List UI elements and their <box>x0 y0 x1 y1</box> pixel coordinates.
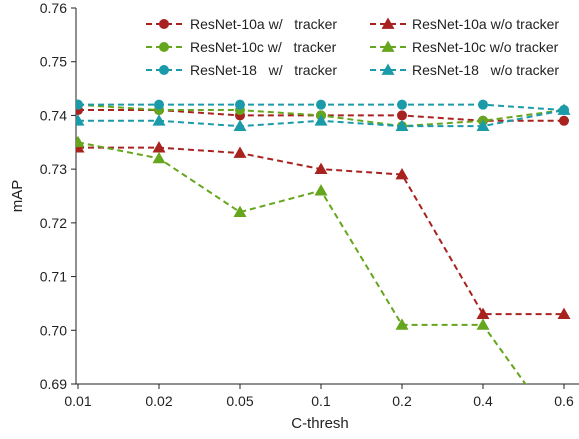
data-point-triangle <box>76 114 85 126</box>
legend-item: ResNet-10a w/ tracker <box>146 16 337 32</box>
data-point-circle <box>154 99 164 110</box>
axes: 0.69 0.70 0.71 0.72 0.73 0.74 0.75 0.76 0.01 0.02… <box>40 0 579 409</box>
series-6 <box>76 103 571 132</box>
legend-swatch-marker <box>381 40 395 52</box>
x-tick-label: 0.02 <box>145 393 172 409</box>
y-tick-label: 0.71 <box>40 269 67 285</box>
data-point-triangle <box>395 318 409 330</box>
data-point-triangle <box>395 119 409 132</box>
legend-item: ResNet-18 w/o tracker <box>370 62 559 78</box>
legend-label: ResNet-18 w/ tracker <box>190 62 337 78</box>
x-tick-label: 0.1 <box>311 393 331 409</box>
legend-swatch-marker <box>159 65 169 75</box>
data-point-circle <box>235 99 245 110</box>
y-tick-label: 0.73 <box>40 161 67 177</box>
legend-item: ResNet-10c w/o tracker <box>370 39 559 55</box>
x-tick-label: 0.05 <box>226 393 253 409</box>
series-group <box>76 99 571 384</box>
y-axis-label: mAP <box>9 180 26 213</box>
data-point-triangle <box>476 307 490 320</box>
x-axis-label: C-thresh <box>291 415 349 432</box>
data-point-triangle <box>76 135 85 148</box>
x-tick-label: 0.4 <box>473 393 493 409</box>
legend-label: ResNet-18 w/o tracker <box>412 62 559 78</box>
data-point-circle <box>397 110 407 121</box>
data-point-triangle <box>314 114 328 126</box>
legend-label: ResNet-10c w/ tracker <box>190 39 337 55</box>
data-point-circle <box>76 99 83 110</box>
series-4 <box>76 141 571 320</box>
legend-label: ResNet-10c w/o tracker <box>412 39 559 55</box>
data-point-triangle <box>233 146 247 158</box>
data-point-triangle <box>233 119 247 132</box>
data-point-triangle <box>557 103 571 115</box>
legend-swatch-marker <box>381 17 395 29</box>
legend-label: ResNet-10a w/o tracker <box>412 16 559 32</box>
data-point-circle <box>316 99 326 110</box>
data-point-circle <box>397 99 407 110</box>
legend: ResNet-10a w/ tracker ResNet-10c w/ track… <box>146 16 559 78</box>
data-point-triangle <box>476 318 490 330</box>
data-point-triangle <box>233 205 247 217</box>
x-tick-label: 0.6 <box>554 393 574 409</box>
legend-item: ResNet-10a w/o tracker <box>370 16 559 32</box>
y-tick-label: 0.70 <box>40 322 67 338</box>
y-tick-label: 0.72 <box>40 215 67 231</box>
x-tick-label: 0.2 <box>392 393 412 409</box>
data-point-triangle <box>476 119 490 132</box>
data-point-triangle <box>152 141 166 153</box>
data-point-triangle <box>152 114 166 126</box>
data-point-circle <box>478 99 488 110</box>
data-point-triangle <box>395 168 409 180</box>
y-tick-label: 0.69 <box>40 376 67 392</box>
y-tick-label: 0.75 <box>40 54 67 70</box>
y-tick-label: 0.76 <box>40 0 67 16</box>
legend-swatch-marker <box>381 63 395 75</box>
y-tick-label: 0.74 <box>40 107 67 123</box>
series-5 <box>76 135 527 384</box>
data-point-triangle <box>314 184 328 196</box>
data-point-triangle <box>557 307 571 320</box>
data-point-triangle <box>314 162 328 175</box>
data-point-circle <box>559 115 569 126</box>
data-point-triangle <box>152 151 166 164</box>
legend-swatch-marker <box>159 42 169 52</box>
legend-swatch-marker <box>159 19 169 29</box>
legend-item: ResNet-18 w/ tracker <box>146 62 337 78</box>
x-tick-label: 0.01 <box>64 393 91 409</box>
legend-item: ResNet-10c w/ tracker <box>146 39 337 55</box>
legend-label: ResNet-10a w/ tracker <box>190 16 337 32</box>
